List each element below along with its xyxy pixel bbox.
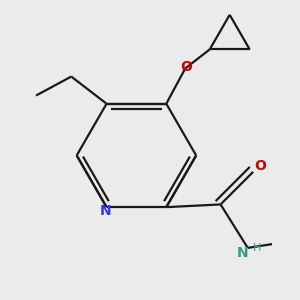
Text: N: N (236, 246, 248, 260)
Text: N: N (99, 204, 111, 218)
Text: O: O (181, 60, 193, 74)
Text: H: H (253, 243, 261, 254)
Text: O: O (254, 159, 266, 173)
